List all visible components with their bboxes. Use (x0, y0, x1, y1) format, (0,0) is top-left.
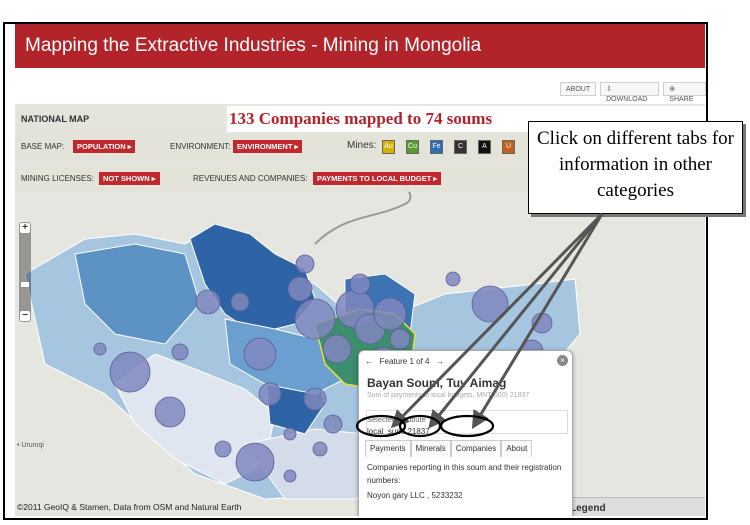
revenues-value: PAYMENTS TO LOCAL BUDGET (317, 174, 432, 183)
national-map-label[interactable]: NATIONAL MAP (15, 106, 225, 132)
popup-tabs: Payments Minerals Companies About (365, 440, 533, 457)
map-credit: ©2011 GeoIQ & Stamen, Data from OSM and … (17, 502, 242, 512)
gold-mine-icon[interactable]: Au (382, 140, 395, 154)
share-button[interactable]: ⊕ SHARE (663, 82, 706, 103)
tab-about[interactable]: About (501, 440, 533, 457)
attribute-value: local_sum: 21837 (367, 427, 430, 436)
mines-label: Mines: (347, 140, 377, 151)
share-label: SHARE (669, 96, 694, 103)
environment-dropdown[interactable]: ENVIRONMENT ▸ (233, 140, 303, 153)
close-icon[interactable]: × (557, 355, 568, 366)
prev-arrow-icon[interactable]: ← (365, 357, 373, 366)
iron-mine-icon[interactable]: Fe (430, 140, 443, 154)
legend-toggle[interactable]: Legend (560, 497, 705, 516)
about-button[interactable]: ABOUT (560, 82, 597, 96)
environment-label: ENVIRONMENT: (170, 142, 231, 151)
base-map-label: BASE MAP: (21, 142, 65, 151)
tab-payments[interactable]: Payments (365, 440, 411, 457)
popup-body: Companies reporting in this soum and the… (367, 461, 567, 502)
licenses-value: NOT SHOWN (103, 174, 150, 183)
zoom-slider-handle[interactable] (21, 282, 29, 287)
download-label: DOWNLOAD (606, 96, 648, 103)
popup-subtitle: Sum of payments to local budgets, MNT(00… (367, 392, 530, 399)
popup-title: Bayan Soum, Tuv Aimag (367, 376, 507, 390)
feature-popup: ← Feature 1 of 4 → × Bayan Soum, Tuv Aim… (358, 350, 573, 516)
screenshot-frame: Mapping the Extractive Industries - Mini… (3, 22, 708, 520)
tab-minerals[interactable]: Minerals (410, 440, 451, 457)
city-name: Urumqi (21, 442, 44, 449)
company-entry: Noyon gary LLC , 5233232 (367, 491, 463, 500)
city-label-urumqi: • Urumqi (17, 442, 44, 449)
attribute-label: Selected Attribute (367, 415, 426, 424)
licenses-label: MINING LICENSES: (21, 174, 94, 183)
feature-nav: ← Feature 1 of 4 → (365, 357, 444, 366)
revenues-dropdown[interactable]: PAYMENTS TO LOCAL BUDGET ▸ (313, 172, 442, 185)
copper-mine-icon[interactable]: Cu (406, 140, 419, 154)
base-map-dropdown[interactable]: POPULATION ▸ (73, 140, 136, 153)
base-map-row: BASE MAP: POPULATION ▸ ENVIRONMENT: ENVI… (15, 134, 705, 160)
licenses-dropdown[interactable]: NOT SHOWN ▸ (99, 172, 160, 185)
popup-body-text: Companies reporting in this soum and the… (367, 463, 562, 485)
region-mid (74, 243, 201, 345)
next-arrow-icon[interactable]: → (436, 357, 445, 366)
revenues-label: REVENUES AND COMPANIES: (193, 174, 308, 183)
other-mine-icon[interactable]: A (478, 140, 491, 154)
top-toolbar: ABOUT ⇩ DOWNLOAD ⊕ SHARE (560, 82, 706, 103)
zoom-control[interactable]: + − (19, 222, 31, 322)
download-button[interactable]: ⇩ DOWNLOAD (600, 82, 660, 103)
coal-mine-icon[interactable]: C (454, 140, 467, 154)
zoom-in-button[interactable]: + (20, 223, 30, 233)
base-map-value: POPULATION (77, 142, 126, 151)
feature-counter: Feature 1 of 4 (379, 357, 430, 366)
annotation-callout: Click on different tabs for information … (528, 121, 743, 214)
zoom-out-button[interactable]: − (20, 311, 30, 321)
app-title: Mapping the Extractive Industries - Mini… (15, 24, 705, 68)
uranium-mine-icon[interactable]: U (502, 140, 515, 154)
environment-value: ENVIRONMENT (237, 142, 293, 151)
tab-companies[interactable]: Companies (450, 440, 502, 457)
